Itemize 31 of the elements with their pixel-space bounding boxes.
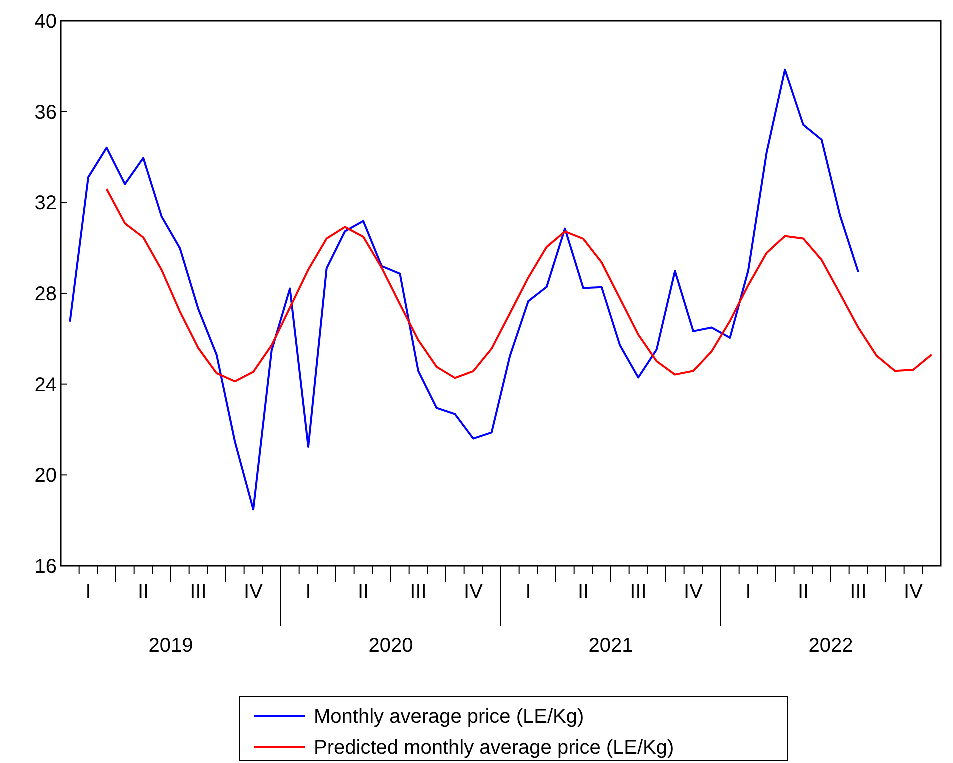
y-tick-label: 36 [34,102,57,124]
y-tick-label: 32 [34,192,57,215]
legend-label: Predicted monthly average price (LE/Kg) [314,737,674,759]
text: 2019 [148,635,194,657]
y-tick-label: 40 [34,11,57,33]
x-tick-label: II [798,581,810,603]
x-tick-label: II [578,581,590,603]
legend-label: Monthly average price (LE/Kg) [314,706,584,728]
x-tick-label: IV [464,581,484,603]
x-tick-label: III [630,581,647,603]
x-tick-label: IV [904,581,924,603]
x-tick-label: III [190,581,207,603]
line-series [106,188,933,383]
y-tick-label: 24 [34,374,57,396]
x-tick-label: I [746,581,752,603]
text: 2020 [368,635,414,657]
line-series [69,68,860,511]
x-tick-label: I [86,581,92,603]
x-tick-label: II [138,581,150,603]
x-tick-label: II [358,581,370,603]
y-tick-label: 16 [34,556,57,578]
text: 2022 [808,635,854,657]
text: 2021 [588,635,634,657]
y-tick-label: 20 [34,465,57,488]
x-tick-label: III [410,581,427,603]
y-tick-label: 28 [34,284,57,306]
x-tick-label: IV [244,581,264,603]
x-tick-label: IV [684,581,704,603]
x-tick-label: I [526,581,532,603]
x-tick-label: I [306,581,312,603]
x-tick-label: III [850,581,867,603]
